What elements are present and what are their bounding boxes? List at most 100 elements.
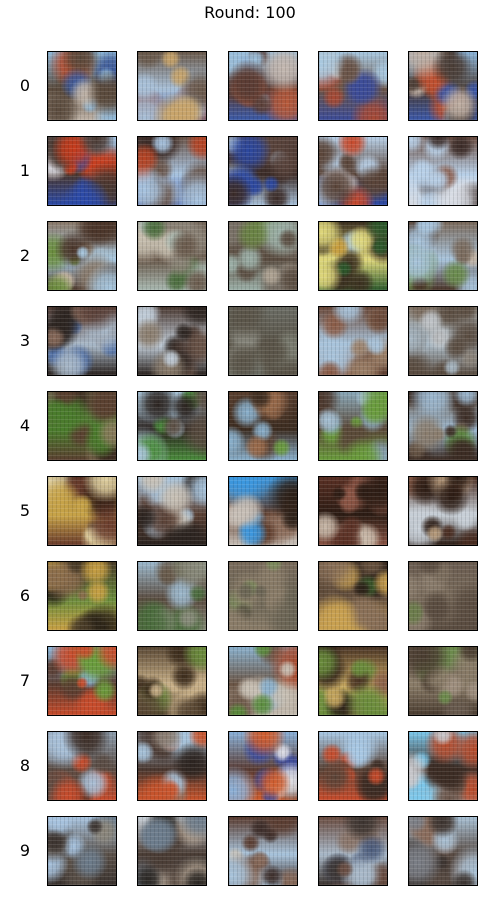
image-grain-texture	[409, 817, 477, 885]
row-label: 9	[19, 841, 31, 860]
generated-sample-image	[228, 391, 298, 461]
generated-sample-image	[47, 476, 117, 546]
image-grain-texture	[319, 137, 387, 205]
generated-sample-image	[228, 476, 298, 546]
generated-sample-image	[47, 391, 117, 461]
image-grain-texture	[138, 647, 206, 715]
row-label: 4	[19, 416, 31, 435]
generated-sample-image	[228, 816, 298, 886]
image-grain-texture	[138, 222, 206, 290]
row-label: 5	[19, 501, 31, 520]
image-grain-texture	[319, 52, 387, 120]
generated-sample-image	[318, 391, 388, 461]
generated-sample-image	[137, 391, 207, 461]
image-grain-texture	[319, 392, 387, 460]
image-grain-texture	[138, 817, 206, 885]
generated-sample-image	[318, 306, 388, 376]
image-grain-texture	[409, 307, 477, 375]
image-grain-texture	[229, 222, 297, 290]
generated-sample-image	[408, 136, 478, 206]
generated-sample-image	[47, 561, 117, 631]
generated-sample-image	[47, 51, 117, 121]
image-grain-texture	[409, 647, 477, 715]
image-grain-texture	[409, 52, 477, 120]
generated-sample-image	[137, 646, 207, 716]
generated-sample-image	[137, 561, 207, 631]
image-grain-texture	[48, 477, 116, 545]
generated-sample-image	[228, 731, 298, 801]
generated-sample-image	[47, 221, 117, 291]
generated-sample-image	[137, 816, 207, 886]
image-grain-texture	[409, 562, 477, 630]
generated-sample-image	[408, 731, 478, 801]
generated-sample-image	[47, 306, 117, 376]
generated-sample-image	[137, 136, 207, 206]
generated-sample-image	[408, 391, 478, 461]
figure-title: Round: 100	[204, 3, 296, 22]
image-grain-texture	[409, 392, 477, 460]
generated-sample-image	[228, 306, 298, 376]
image-grain-texture	[229, 52, 297, 120]
row-label: 3	[19, 331, 31, 350]
generated-sample-image	[408, 51, 478, 121]
generated-sample-image	[408, 221, 478, 291]
image-grain-texture	[319, 647, 387, 715]
row-label: 2	[19, 246, 31, 265]
generated-sample-image	[228, 51, 298, 121]
generated-sample-image	[137, 476, 207, 546]
image-grain-texture	[409, 137, 477, 205]
image-grain-texture	[319, 817, 387, 885]
image-grain-texture	[48, 222, 116, 290]
row-label: 1	[19, 161, 31, 180]
image-grain-texture	[319, 222, 387, 290]
image-grain-texture	[319, 562, 387, 630]
image-grain-texture	[48, 307, 116, 375]
image-grain-texture	[48, 647, 116, 715]
generated-sample-image	[408, 816, 478, 886]
image-grain-texture	[138, 562, 206, 630]
image-grain-texture	[409, 477, 477, 545]
image-grain-texture	[48, 52, 116, 120]
image-grain-texture	[229, 732, 297, 800]
row-label: 8	[19, 756, 31, 775]
image-grain-texture	[138, 732, 206, 800]
generated-sample-image	[408, 476, 478, 546]
generated-sample-image	[318, 731, 388, 801]
generated-sample-image	[228, 646, 298, 716]
image-grain-texture	[229, 647, 297, 715]
generated-sample-image	[408, 646, 478, 716]
image-grain-texture	[319, 307, 387, 375]
image-grain-texture	[229, 137, 297, 205]
image-grain-texture	[409, 222, 477, 290]
generated-sample-image	[137, 221, 207, 291]
image-grain-texture	[48, 817, 116, 885]
generated-sample-image	[47, 646, 117, 716]
image-grain-texture	[138, 392, 206, 460]
generated-sample-image	[137, 51, 207, 121]
generated-sample-image	[318, 561, 388, 631]
generated-sample-image	[228, 136, 298, 206]
image-grain-texture	[138, 307, 206, 375]
generated-sample-image	[318, 136, 388, 206]
row-label: 0	[19, 76, 31, 95]
generated-sample-image	[408, 306, 478, 376]
image-grain-texture	[48, 732, 116, 800]
generated-sample-image	[47, 136, 117, 206]
image-grain-texture	[229, 817, 297, 885]
image-grain-texture	[138, 137, 206, 205]
generated-sample-image	[408, 561, 478, 631]
image-grain-texture	[319, 477, 387, 545]
generated-sample-image	[137, 306, 207, 376]
row-label: 7	[19, 671, 31, 690]
image-grain-texture	[48, 562, 116, 630]
image-grain-texture	[48, 137, 116, 205]
image-grain-texture	[229, 477, 297, 545]
image-grain-texture	[229, 392, 297, 460]
image-grain-texture	[319, 732, 387, 800]
generated-sample-image	[318, 646, 388, 716]
generated-sample-image	[47, 816, 117, 886]
row-label: 6	[19, 586, 31, 605]
image-grain-texture	[138, 477, 206, 545]
image-grain-texture	[229, 562, 297, 630]
generated-sample-image	[318, 51, 388, 121]
